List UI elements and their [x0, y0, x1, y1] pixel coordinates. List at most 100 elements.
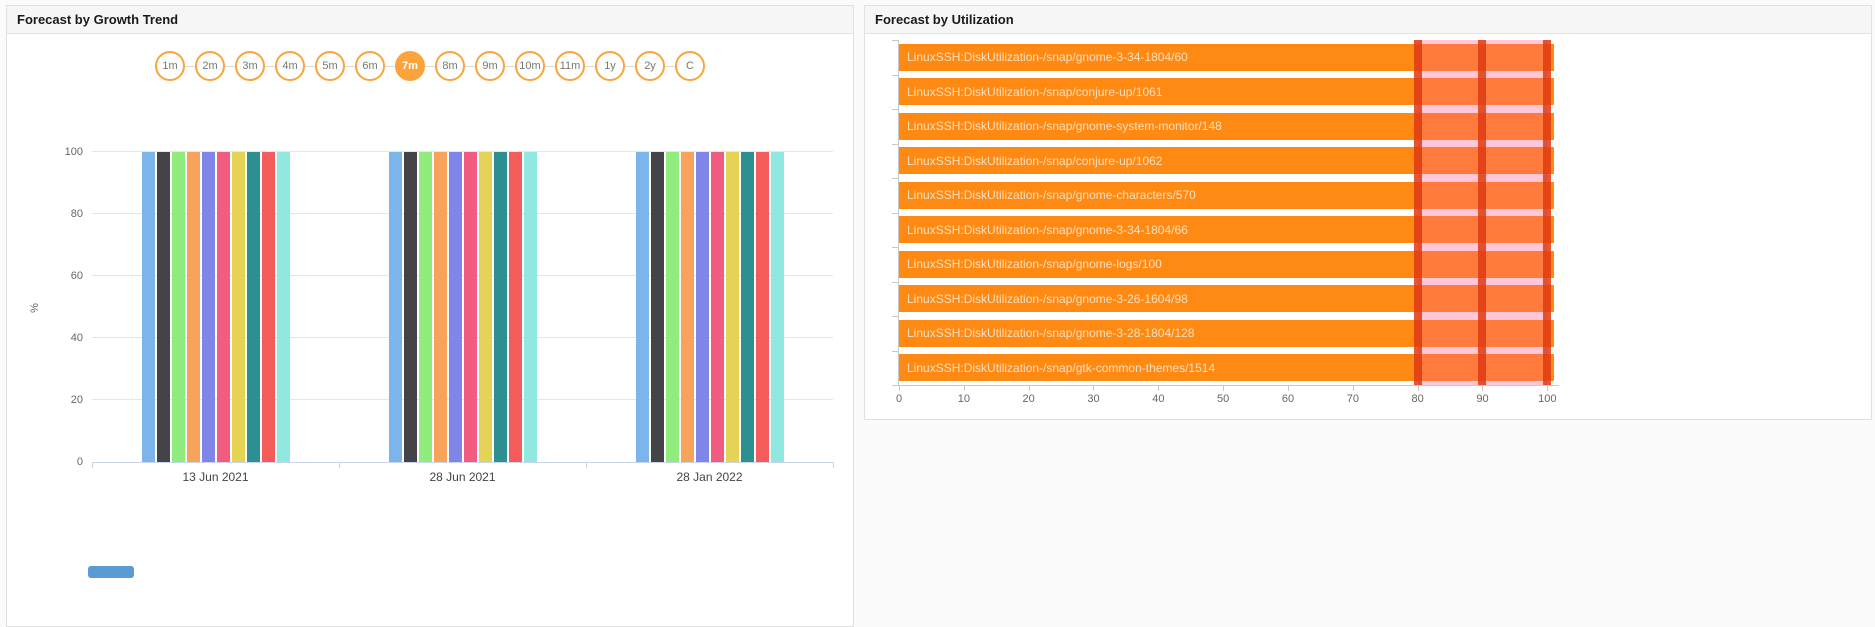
range-button-11m[interactable]: 11m: [555, 51, 585, 81]
column-bar-series-4[interactable]: [186, 152, 200, 462]
range-button-2m[interactable]: 2m: [195, 51, 225, 81]
utilization-bar[interactable]: LinuxSSH:DiskUtilization-/snap/gnome-log…: [899, 250, 1554, 278]
range-button-5m[interactable]: 5m: [315, 51, 345, 81]
range-connector: [505, 65, 515, 67]
column-bar-series-1[interactable]: [635, 152, 649, 462]
utilization-bar-label: LinuxSSH:DiskUtilization-/snap/gnome-3-3…: [907, 222, 1188, 237]
x-tick-label: 80: [1411, 393, 1424, 405]
utilization-bar[interactable]: LinuxSSH:DiskUtilization-/snap/gnome-3-3…: [899, 43, 1554, 71]
range-connector: [225, 65, 235, 67]
utilization-bar[interactable]: LinuxSSH:DiskUtilization-/snap/gnome-3-2…: [899, 319, 1554, 347]
range-connector: [665, 65, 675, 67]
range-button-C[interactable]: C: [675, 51, 705, 81]
column-bar-series-4[interactable]: [433, 152, 447, 462]
column-bar-series-1[interactable]: [388, 152, 402, 462]
column-bar-series-8[interactable]: [493, 152, 507, 462]
column-bar-series-3[interactable]: [665, 152, 679, 462]
range-button-2y[interactable]: 2y: [635, 51, 665, 81]
column-bar-series-5[interactable]: [448, 152, 462, 462]
column-bar-series-5[interactable]: [201, 152, 215, 462]
utilization-header: Forecast by Utilization: [865, 6, 1871, 34]
column-bar-series-6[interactable]: [463, 152, 477, 462]
x-category-label: 13 Jun 2021: [182, 470, 249, 484]
utilization-bar-label: LinuxSSH:DiskUtilization-/snap/conjure-u…: [907, 153, 1163, 168]
utilization-bar-label: LinuxSSH:DiskUtilization-/snap/gtk-commo…: [907, 360, 1216, 375]
column-bar-series-9[interactable]: [261, 152, 275, 462]
range-button-3m[interactable]: 3m: [235, 51, 265, 81]
column-bar-series-10[interactable]: [770, 152, 784, 462]
x-tick-label: 100: [1538, 393, 1557, 405]
column-bar-series-3[interactable]: [418, 152, 432, 462]
gridline: [92, 399, 833, 400]
x-axis-tick: [1093, 385, 1095, 391]
utilization-row: LinuxSSH:DiskUtilization-/snap/gnome-3-2…: [899, 316, 1559, 351]
range-button-1m[interactable]: 1m: [155, 51, 185, 81]
y-tick-label: 80: [70, 208, 83, 220]
utilization-bar[interactable]: LinuxSSH:DiskUtilization-/snap/gtk-commo…: [899, 354, 1554, 382]
range-selector: 1m 2m 3m 4m 5m 6m 7m 8m 9m 10m 11m 1y 2y C: [7, 50, 853, 82]
column-bar-series-9[interactable]: [755, 152, 769, 462]
y-tick-label: 0: [76, 456, 83, 468]
utilization-row: LinuxSSH:DiskUtilization-/snap/gnome-3-3…: [899, 213, 1559, 248]
utilization-bar[interactable]: LinuxSSH:DiskUtilization-/snap/gnome-3-2…: [899, 285, 1554, 313]
column-bar-series-2[interactable]: [156, 152, 170, 462]
utilization-bar[interactable]: LinuxSSH:DiskUtilization-/snap/conjure-u…: [899, 78, 1554, 106]
range-connector: [545, 65, 555, 67]
utilization-bar[interactable]: LinuxSSH:DiskUtilization-/snap/gnome-sys…: [899, 112, 1554, 140]
x-tick-label: 10: [957, 393, 970, 405]
column-bar-series-6[interactable]: [216, 152, 230, 462]
utilization-bar[interactable]: LinuxSSH:DiskUtilization-/snap/conjure-u…: [899, 147, 1554, 175]
range-button-4m[interactable]: 4m: [275, 51, 305, 81]
range-button-6m[interactable]: 6m: [355, 51, 385, 81]
x-tick-label: 90: [1476, 393, 1489, 405]
utilization-bar-label: LinuxSSH:DiskUtilization-/snap/conjure-u…: [907, 84, 1163, 99]
category-axis-tick: [892, 109, 899, 110]
utilization-row: LinuxSSH:DiskUtilization-/snap/conjure-u…: [899, 75, 1559, 110]
column-bar-series-2[interactable]: [403, 152, 417, 462]
range-button-10m[interactable]: 10m: [515, 51, 545, 81]
utilization-bar-label: LinuxSSH:DiskUtilization-/snap/gnome-cha…: [907, 188, 1196, 203]
utilization-bar-label: LinuxSSH:DiskUtilization-/snap/gnome-3-2…: [907, 326, 1195, 341]
x-axis-tick: [899, 385, 900, 391]
range-button-8m[interactable]: 8m: [435, 51, 465, 81]
column-bar-series-10[interactable]: [523, 152, 537, 462]
gridline: [92, 151, 833, 152]
column-bar-series-8[interactable]: [246, 152, 260, 462]
column-bar-series-10[interactable]: [276, 152, 290, 462]
range-button-7m[interactable]: 7m: [395, 51, 425, 81]
column-bar-series-4[interactable]: [680, 152, 694, 462]
column-bar-series-7[interactable]: [478, 152, 492, 462]
column-bar-series-2[interactable]: [650, 152, 664, 462]
utilization-plot-area: LinuxSSH:DiskUtilization-/snap/gnome-3-3…: [892, 40, 1559, 405]
utilization-row: LinuxSSH:DiskUtilization-/snap/gnome-3-3…: [899, 40, 1559, 75]
utilization-chart: LinuxSSH:DiskUtilization-/snap/gnome-3-3…: [892, 40, 1559, 405]
column-bar-series-1[interactable]: [141, 152, 155, 462]
range-connector: [185, 65, 195, 67]
range-connector: [625, 65, 635, 67]
column-bar-series-8[interactable]: [740, 152, 754, 462]
growth-trend-title: Forecast by Growth Trend: [17, 12, 179, 27]
column-bar-series-3[interactable]: [171, 152, 185, 462]
utilization-row: LinuxSSH:DiskUtilization-/snap/conjure-u…: [899, 144, 1559, 179]
bar-group: [635, 152, 784, 462]
utilization-bar[interactable]: LinuxSSH:DiskUtilization-/snap/gnome-cha…: [899, 181, 1554, 209]
column-bar-series-7[interactable]: [725, 152, 739, 462]
bar-group: [388, 152, 537, 462]
column-bar-series-9[interactable]: [508, 152, 522, 462]
category-axis-tick: [892, 143, 899, 145]
x-tick-label: 40: [1152, 393, 1165, 405]
column-bar-series-7[interactable]: [231, 152, 245, 462]
category-axis-tick: [892, 385, 899, 386]
x-category-label: 28 Jan 2022: [676, 470, 743, 484]
range-button-9m[interactable]: 9m: [475, 51, 505, 81]
y-tick-label: 20: [70, 394, 83, 406]
y-tick-label: 60: [70, 270, 83, 282]
category-axis-tick: [892, 247, 899, 248]
column-bar-series-6[interactable]: [710, 152, 724, 462]
utilization-bar[interactable]: LinuxSSH:DiskUtilization-/snap/gnome-3-3…: [899, 216, 1554, 244]
x-axis-tick: [92, 462, 93, 468]
range-button-1y[interactable]: 1y: [595, 51, 625, 81]
utilization-bar-label: LinuxSSH:DiskUtilization-/snap/gnome-sys…: [907, 119, 1222, 134]
scrollbar-thumb-fragment[interactable]: [88, 566, 134, 578]
column-bar-series-5[interactable]: [695, 152, 709, 462]
